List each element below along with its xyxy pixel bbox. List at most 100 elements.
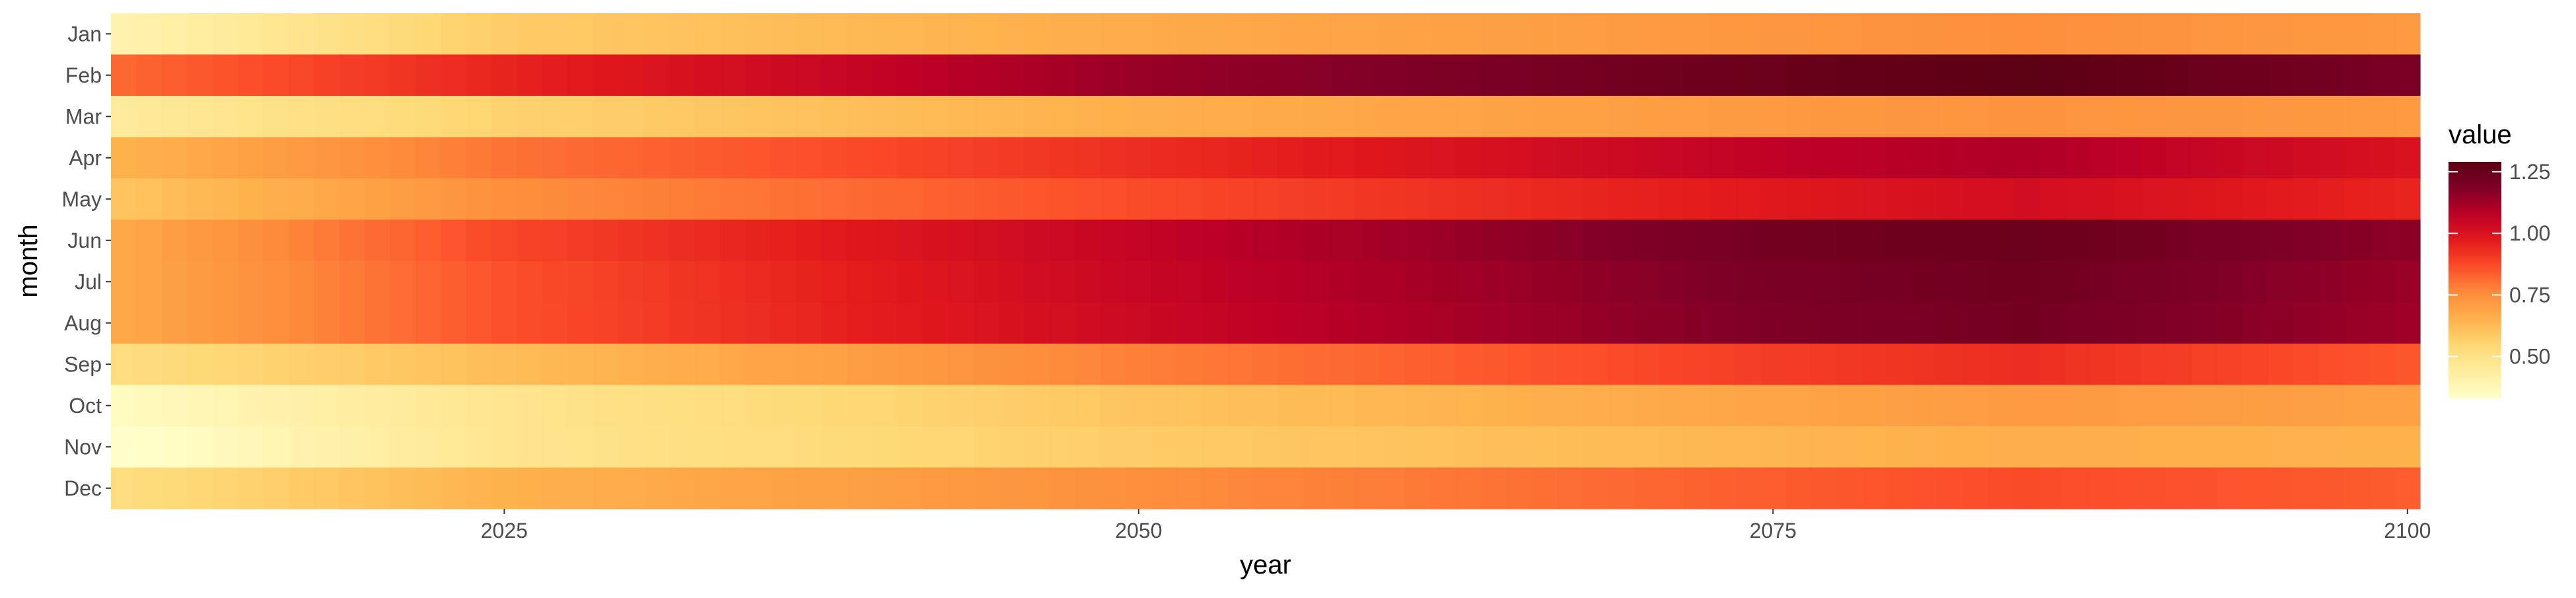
heatmap-cell [720,302,746,344]
heatmap-cell [187,344,213,386]
heatmap-cell [2268,344,2294,386]
heatmap-cell [365,261,391,303]
heatmap-cell [2141,261,2167,303]
heatmap-cell [948,137,974,179]
heatmap-cell [1176,302,1203,344]
heatmap-cell [1633,344,1660,386]
heatmap-cell [1988,302,2015,344]
heatmap-cell [1912,137,1939,179]
heatmap-cell [669,137,696,179]
heatmap-cell [897,178,923,221]
heatmap-cell [1887,467,1914,509]
heatmap-cell [1861,96,1888,138]
heatmap-cell [1481,302,1507,344]
heatmap-cell [1608,344,1634,386]
heatmap-cell [1532,261,1558,303]
heatmap-cell [669,302,696,344]
heatmap-cell [999,137,1025,179]
heatmap-cell [592,96,619,138]
heatmap-cell [2217,219,2243,262]
heatmap-cell [314,96,340,138]
heatmap-cell [1405,137,1431,179]
heatmap-cell [2039,467,2065,509]
heatmap-cell [136,96,162,138]
heatmap-cell [542,385,569,427]
heatmap-cell [1354,385,1380,427]
heatmap-cell [1126,54,1152,96]
heatmap-cell [517,344,543,386]
heatmap-cell [111,385,137,427]
heatmap-cell [1506,426,1532,468]
heatmap-cell [1379,96,1406,138]
heatmap-cell [212,261,238,303]
heatmap-cell [1684,467,1710,509]
heatmap-cell [1050,137,1076,179]
heatmap-cell [390,96,416,138]
heatmap-cell [365,96,391,138]
heatmap-cell [2090,178,2116,221]
heatmap-cell [1126,96,1152,138]
heatmap-cell [1861,467,1888,509]
heatmap-cell [542,302,569,344]
y-axis: Jan Feb Mar Apr May Jun Jul Aug Sep Oct Nov Dec [62,22,111,500]
heatmap-cell [1278,467,1305,509]
heatmap-cell [517,96,543,138]
heatmap-cell [1126,302,1152,344]
heatmap-cell [2115,385,2142,427]
heatmap-cell [161,178,188,221]
heatmap-cell [542,219,569,262]
heatmap-cell [1252,261,1279,303]
heatmap-cell [2268,219,2294,262]
heatmap-cell [770,137,797,179]
heatmap-cell [1810,302,1837,344]
heatmap-cell [1583,178,1609,221]
heatmap-cell [1050,219,1076,262]
heatmap-cell [974,467,1000,509]
heatmap-cell [161,261,188,303]
heatmap-cell [1912,13,1939,56]
heatmap-cell [2318,219,2345,262]
heatmap-cell [1252,344,1279,386]
heatmap-cell [2242,467,2269,509]
heatmap-cell [1278,96,1305,138]
heatmap-cell [365,302,391,344]
heatmap-cell [1024,426,1051,468]
heatmap-cell [1785,344,1812,386]
heatmap-cell [212,426,238,468]
heatmap-cell [1760,344,1787,386]
heatmap-cell [161,137,188,179]
heatmap-cell [1201,137,1228,179]
heatmap-cell [1760,261,1787,303]
heatmap-cell [1608,426,1634,468]
heatmap-cell [441,302,467,344]
heatmap-cell [2369,13,2396,56]
heatmap-cell [1506,96,1532,138]
heatmap-cell [897,302,923,344]
heatmap-cell [1024,13,1051,56]
heatmap-cell [1151,344,1178,386]
heatmap-cell [1278,261,1305,303]
heatmap-cell [415,261,442,303]
heatmap-cell [796,96,822,138]
heatmap-cell [2014,426,2040,468]
heatmap-cell [1785,178,1812,221]
heatmap-cell [466,137,492,179]
heatmap-cell [796,178,822,221]
heatmap-cell [592,219,619,262]
heatmap-cell [1252,178,1279,221]
heatmap-cell [2090,385,2116,427]
heatmap-cell [1887,426,1914,468]
heatmap-cell [1506,178,1532,221]
heatmap-cell [2242,426,2269,468]
heatmap-cell [1481,344,1507,386]
heatmap-cell [1760,13,1787,56]
heatmap-cell [821,467,847,509]
heatmap-cell [1201,467,1228,509]
heatmap-cell [1075,426,1101,468]
heatmap-cell [466,426,492,468]
heatmap-cell [2039,385,2065,427]
heatmap-cell [1430,219,1456,262]
heatmap-cell [1227,426,1254,468]
heatmap-cell [1405,178,1431,221]
heatmap-cell [1709,54,1736,96]
